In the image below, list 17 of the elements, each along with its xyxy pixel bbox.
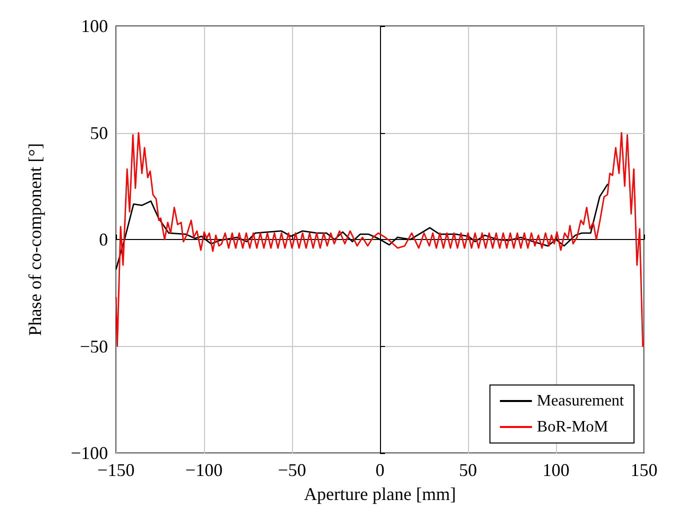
y-tick-label: 100 <box>81 16 108 36</box>
y-tick-label: 0 <box>99 230 108 250</box>
y-axis-title: Phase of co-component [°] <box>25 143 45 336</box>
x-tick-label: −100 <box>185 460 223 480</box>
x-axis-title: Aperture plane [mm] <box>304 484 456 504</box>
legend-label: Measurement <box>536 392 625 410</box>
x-tick-label: 0 <box>376 460 384 480</box>
line-series <box>115 132 645 347</box>
x-tick-label: −150 <box>97 460 135 480</box>
x-tick-label: 100 <box>542 460 570 480</box>
y-tick-label: −100 <box>70 443 108 463</box>
x-tick-label: 50 <box>459 460 477 480</box>
legend-label: BoR-MoM <box>536 418 608 436</box>
y-tick-label: −50 <box>80 336 108 356</box>
x-tick-label: −50 <box>278 460 306 480</box>
x-tick-label: 150 <box>630 460 658 480</box>
y-tick-label: 50 <box>90 122 108 143</box>
